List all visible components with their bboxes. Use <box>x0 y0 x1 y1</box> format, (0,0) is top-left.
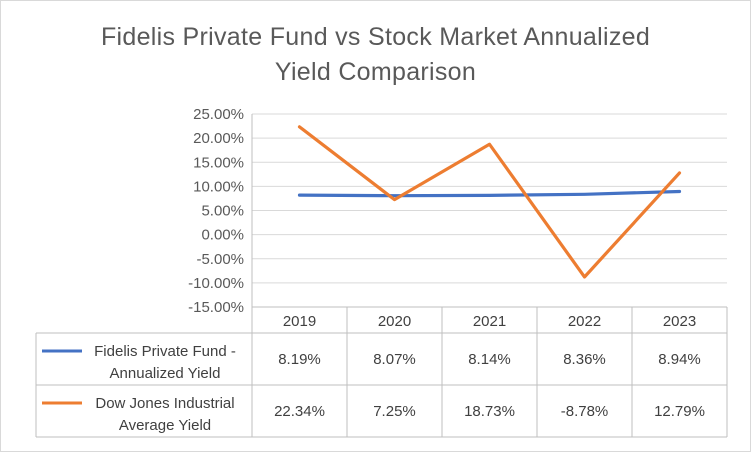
series-name-line: Dow Jones Industrial <box>95 395 234 412</box>
data-value-cell: 7.25% <box>373 403 416 420</box>
x-category-label: 2023 <box>663 313 696 330</box>
series-name-line: Average Yield <box>119 417 211 434</box>
chart-title-line-2: Yield Comparison <box>274 58 477 86</box>
gridlines <box>252 113 727 308</box>
series-name-line: Fidelis Private Fund - <box>94 343 236 360</box>
data-value-cell: 8.07% <box>373 351 416 368</box>
series-name-line: Annualized Yield <box>110 365 221 382</box>
data-value-cell: 12.79% <box>654 403 705 420</box>
data-table: 2019 2020 2021 2022 2023 Fidelis Private Fund… <box>35 114 728 438</box>
x-category-label: 2022 <box>568 313 601 330</box>
data-value-cell: 8.19% <box>278 351 321 368</box>
y-tick-label: -5.00% <box>196 251 244 268</box>
x-category-label: 2020 <box>378 313 411 330</box>
data-value-cell: 22.34% <box>274 403 325 420</box>
y-tick-label: 25.00% <box>193 106 244 123</box>
data-value-cell: 8.14% <box>468 351 511 368</box>
data-value-cell: 8.94% <box>658 351 701 368</box>
data-value-cell: -8.78% <box>561 403 609 420</box>
y-tick-label: 20.00% <box>193 130 244 147</box>
y-tick-label: -15.00% <box>188 299 244 316</box>
y-tick-label: 15.00% <box>193 154 244 171</box>
data-value-cell: 18.73% <box>464 403 515 420</box>
data-value-cell: 8.36% <box>563 351 606 368</box>
series-line <box>297 125 682 279</box>
x-category-label: 2021 <box>473 313 506 330</box>
y-tick-label: -10.00% <box>188 275 244 292</box>
y-tick-label: 10.00% <box>193 178 244 195</box>
y-tick-label: 0.00% <box>201 227 244 244</box>
chart-title: Fidelis Private Fund vs Stock Market Ann… <box>0 20 751 90</box>
series-lines <box>297 125 682 279</box>
x-category-label: 2019 <box>283 313 316 330</box>
chart-title-line-1: Fidelis Private Fund vs Stock Market Ann… <box>100 23 651 51</box>
series-line <box>297 189 682 198</box>
y-tick-label: 5.00% <box>201 203 244 220</box>
y-axis-tick-labels: 25.00% 20.00% 15.00% 10.00% 5.00% 0.00% -5.00%… <box>188 106 244 316</box>
